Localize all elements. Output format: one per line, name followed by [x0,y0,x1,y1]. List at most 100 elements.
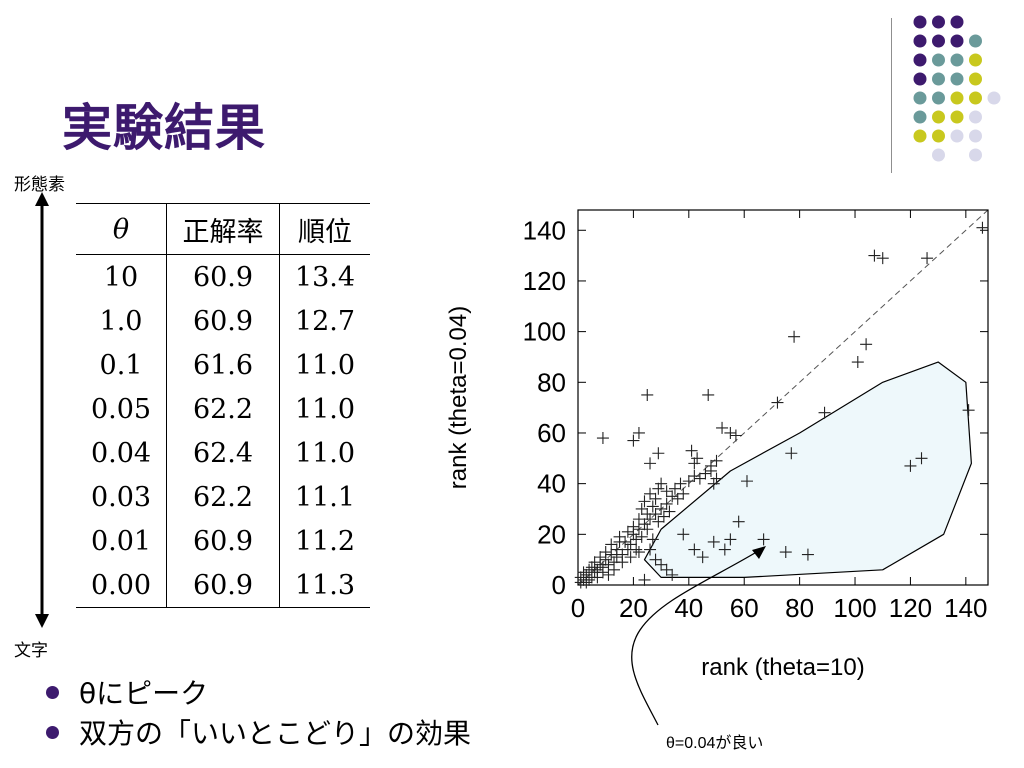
cell-rank: 12.7 [294,305,356,337]
bullet-icon [46,685,59,699]
bullet-text: 双方の「いいとこどり」の効果 [79,717,472,750]
data-point [801,548,814,561]
cell-accuracy: 60.9 [166,254,280,299]
decor-dot [950,129,964,143]
data-point [602,568,615,581]
cell-accuracy: 60.9 [166,563,280,608]
decor-dot [950,72,964,86]
decor-dot [913,53,927,67]
decor-dot [913,91,927,105]
data-point [732,515,745,528]
decor-dot [987,91,1001,105]
axis-top-label: 形態素 [14,175,65,195]
cell-theta: 10 [76,254,167,299]
data-point [660,485,673,498]
data-point [868,249,881,262]
decor-dot [969,72,982,86]
data-point [583,573,596,586]
data-point [588,556,601,569]
data-point [630,533,643,546]
data-point [616,556,629,569]
table-row: 0.1 61.6 11.0 [76,343,370,387]
x-tick-label: 20 [619,593,648,623]
data-point [740,475,753,488]
decor-dot [913,34,927,48]
data-point [594,551,607,564]
data-point [624,551,637,564]
data-point [644,513,657,526]
data-point [757,533,770,546]
data-point [641,523,654,536]
data-point [671,492,684,505]
cell-rank: 13.4 [294,261,356,293]
header-rank: 順位 [279,203,370,255]
decor-dot [969,129,982,143]
data-point [876,252,889,265]
data-point [668,482,681,495]
y-tick-label: 60 [537,418,566,448]
cell-theta: 0.01 [76,519,167,563]
decor-dot [950,91,964,105]
x-tick-label: 100 [833,593,876,623]
decor-dot [932,53,945,67]
data-point [624,538,637,551]
data-point [652,447,665,460]
data-point [630,543,643,556]
cell-accuracy: 62.2 [166,475,280,519]
axis-bottom-label: 文字 [14,641,48,661]
data-point [921,252,934,265]
table-row: 1.0 60.9 12.7 [76,299,370,343]
data-point [646,533,659,546]
table-row: 0.04 62.4 11.0 [76,431,370,475]
x-tick-label: 0 [571,593,585,623]
data-point [710,472,723,485]
cell-rank: 11.1 [294,481,356,513]
data-point [860,338,873,351]
data-point [613,530,626,543]
data-point [729,429,742,442]
data-point [577,566,590,579]
cell-theta: 0.1 [76,343,167,387]
data-point [638,495,651,508]
decor-dot [969,53,982,67]
data-point [682,475,695,488]
double-arrow-icon [35,192,49,628]
cell-theta: 0.04 [76,431,167,475]
data-point [644,457,657,470]
cell-rank: 11.2 [294,525,356,557]
data-point [785,447,798,460]
y-axis-label: rank (theta=0.04) [445,306,472,489]
decor-dot [969,110,982,124]
data-point [580,568,593,581]
data-point [649,508,662,521]
divider-line [891,18,892,173]
bullet-list: θにピーク 双方の「いいとこどり」の効果 [46,672,471,752]
bullet-text: θにピーク [79,677,209,710]
data-point [602,558,615,571]
diagonal-line [577,209,989,586]
data-point [632,546,645,559]
cell-accuracy: 62.4 [166,431,280,475]
x-tick-label: 140 [944,593,987,623]
results-table: θ 正解率 順位 10 60.9 13.4 1.0 60.9 12.7 0.1 … [76,203,370,608]
cell-rank: 11.3 [279,563,370,608]
y-tick-label: 80 [537,367,566,397]
decor-dot [913,15,927,29]
data-point [724,533,737,546]
annotation-note: θ=0.04が良い [666,735,764,752]
data-point [627,520,640,533]
data-point [619,535,632,548]
decor-dot [932,91,945,105]
data-point [649,492,662,505]
y-tick-label: 20 [537,519,566,549]
y-tick-label: 100 [523,317,566,347]
data-point [851,356,864,369]
y-tick-label: 0 [552,570,566,600]
data-point [574,571,587,584]
decor-dot [932,129,945,143]
data-point [915,452,928,465]
data-point [596,432,609,445]
list-item: 双方の「いいとこどり」の効果 [46,712,471,752]
x-axis-label: rank (theta=10) [701,654,864,681]
cell-accuracy: 61.6 [166,343,280,387]
